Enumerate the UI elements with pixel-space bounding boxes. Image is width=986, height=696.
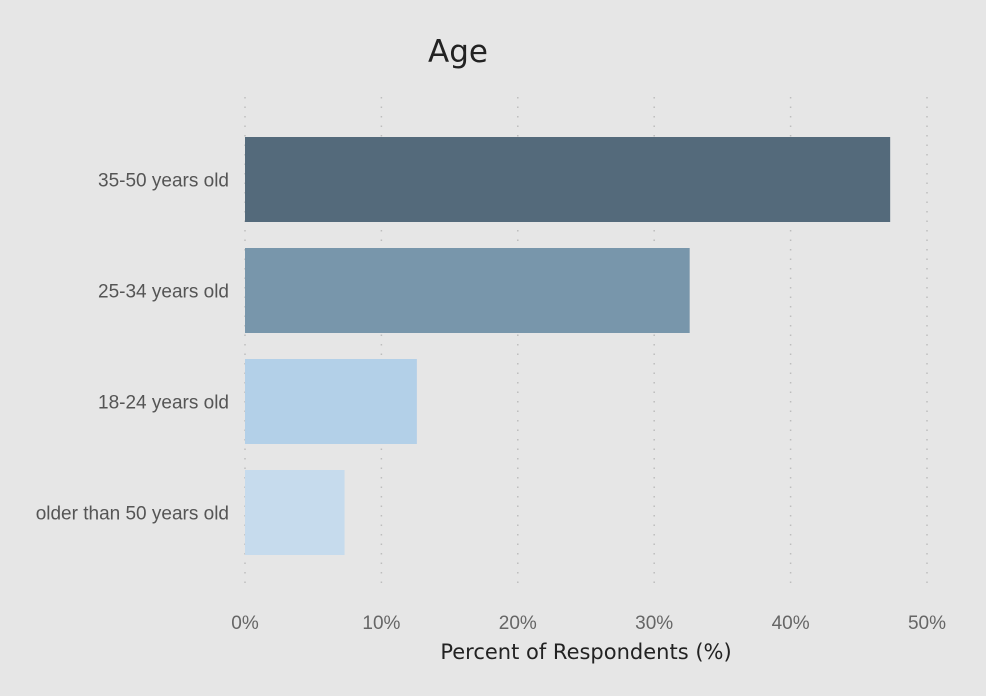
bar-18-24-years-old — [245, 359, 417, 444]
category-label-25-34-years-old: 25-34 years old — [98, 282, 229, 303]
category-label-35-50-years-old: 35-50 years old — [98, 171, 229, 192]
x-axis-title: Percent of Respondents (%) — [440, 640, 731, 664]
x-tick-label-10: 10% — [362, 613, 400, 634]
bar-35-50-years-old — [245, 137, 891, 222]
bar-25-34-years-old — [245, 248, 690, 333]
category-label-older-than-50-years-old: older than 50 years old — [36, 504, 229, 525]
bar-older-than-50-years-old — [245, 470, 345, 555]
chart-title: Age — [428, 34, 488, 70]
x-tick-label-50: 50% — [908, 613, 946, 634]
x-tick-label-20: 20% — [499, 613, 537, 634]
category-labels: 35-50 years old 25-34 years old 18-24 year… — [36, 171, 229, 525]
bars — [245, 137, 891, 555]
category-label-18-24-years-old: 18-24 years old — [98, 393, 229, 414]
x-tick-labels: 0% 10% 20% 30% 40% 50% — [231, 613, 946, 634]
x-tick-label-0: 0% — [231, 613, 259, 634]
x-tick-label-30: 30% — [635, 613, 673, 634]
x-tick-label-40: 40% — [772, 613, 810, 634]
